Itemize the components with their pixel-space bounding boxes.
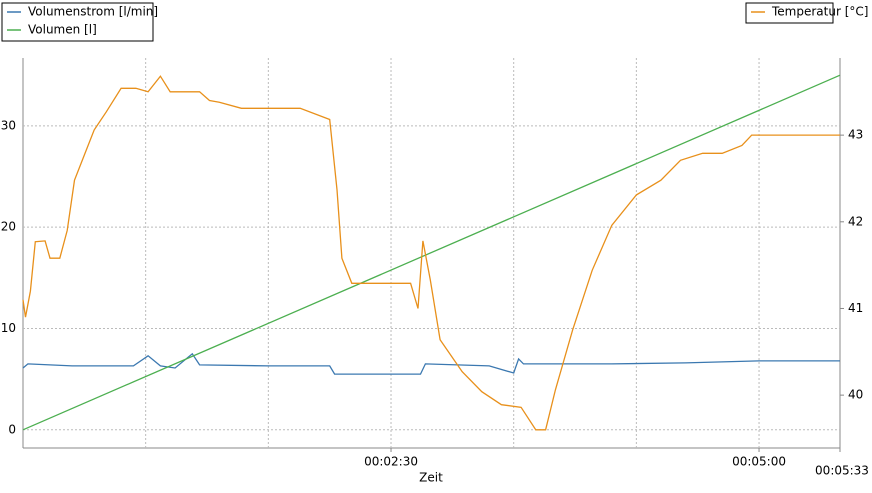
legend-label: Volumenstrom [l/min] — [28, 5, 158, 19]
y2-tick-label: 43 — [848, 128, 863, 142]
y-tick-label: 0 — [8, 422, 16, 436]
series-line — [22, 352, 840, 375]
series-line — [22, 74, 841, 431]
x-tick-label: 00:05:00 — [732, 455, 786, 469]
y-tick-label: 20 — [1, 220, 16, 234]
y2-tick-label: 40 — [848, 388, 863, 402]
x-tick-label: 00:05:33 — [815, 464, 869, 478]
legend-box — [745, 2, 834, 24]
x-tick-label: 00:02:30 — [364, 455, 418, 469]
legend-label: Volumen [l] — [28, 23, 97, 37]
x-axis-label: Zeit — [419, 471, 443, 485]
y-tick-label: 30 — [1, 118, 16, 132]
legend-label: Temperatur [°C] — [771, 5, 868, 19]
y2-tick-label: 41 — [848, 301, 863, 315]
legend-box — [1, 2, 154, 42]
series-line — [22, 75, 840, 431]
y-tick-label: 10 — [1, 321, 16, 335]
y2-tick-label: 42 — [848, 214, 863, 228]
